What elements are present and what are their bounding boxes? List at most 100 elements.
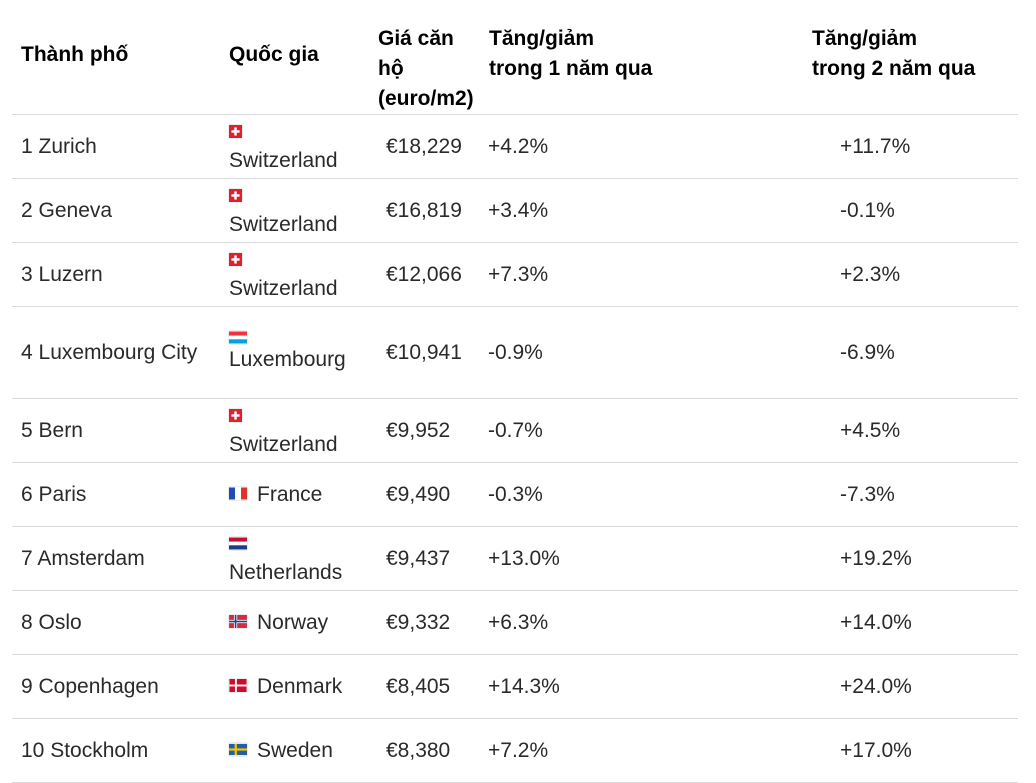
city-value: 7 Amsterdam: [21, 546, 145, 570]
price-value: €8,405: [386, 674, 451, 698]
country-cell: Sweden: [220, 718, 369, 783]
change-1y-value: +7.3%: [488, 262, 549, 286]
price-cell: €10,941: [369, 306, 482, 399]
city-value: 4 Luxembourg City: [21, 340, 198, 364]
change-2y-cell: -6.9%: [767, 306, 1018, 399]
city-value: 1 Zurich: [21, 134, 97, 158]
price-value: €9,490: [386, 482, 451, 506]
city-cell: 5 Bern: [12, 398, 220, 463]
country-cell: Denmark: [220, 654, 369, 719]
change-2y-cell: +2.3%: [767, 242, 1018, 307]
table-row: 5 Bern Switzerland €9,952 -0.7% +4.5%: [12, 398, 1018, 463]
country-name: Norway: [257, 610, 329, 634]
city-value: 8 Oslo: [21, 610, 82, 634]
change-2y-cell: +24.0%: [767, 654, 1018, 719]
city-cell: 1 Zurich: [12, 114, 220, 179]
country-name: Sweden: [257, 738, 333, 762]
city-value: 6 Paris: [21, 482, 87, 506]
header-change-2y-line1: Tăng/giảm: [812, 27, 918, 50]
city-value: 3 Luzern: [21, 262, 103, 286]
price-value: €10,941: [386, 340, 462, 364]
city-cell: 3 Luzern: [12, 242, 220, 307]
change-1y-cell: +6.3%: [482, 590, 767, 655]
price-value: €9,437: [386, 546, 451, 570]
country-block: Norway: [229, 611, 328, 634]
change-2y-value: +17.0%: [840, 738, 912, 762]
header-city-label: Thành phố: [21, 43, 129, 66]
city-cell: 2 Geneva: [12, 178, 220, 243]
city-value: 9 Copenhagen: [21, 674, 159, 698]
city-cell: 4 Luxembourg City: [12, 306, 220, 399]
country-name: France: [257, 482, 323, 506]
country-name: Switzerland: [229, 276, 338, 300]
price-value: €12,066: [386, 262, 462, 286]
price-cell: €9,490: [369, 462, 482, 527]
sweden-flag-icon: [229, 743, 247, 756]
table-row: 4 Luxembourg City Luxembourg €10,941 -0.9% -…: [12, 306, 1018, 399]
country-name: Switzerland: [229, 432, 338, 456]
price-value: €9,332: [386, 610, 451, 634]
table-row: 7 Amsterdam Netherlands €9,437 +13.0% +19.2%: [12, 526, 1018, 591]
header-row: Thành phố Quốc gia Giá căn hộ (euro/m2) …: [12, 18, 1018, 115]
table-row: 8 Oslo Norway €9,332 +6.3% +14.0%: [12, 590, 1018, 655]
header-country: Quốc gia: [220, 18, 369, 115]
country-block: Switzerland: [229, 405, 338, 456]
city-cell: 8 Oslo: [12, 590, 220, 655]
change-1y-value: +4.2%: [488, 134, 549, 158]
change-2y-cell: +19.2%: [767, 526, 1018, 591]
change-1y-cell: +7.3%: [482, 242, 767, 307]
change-2y-value: +19.2%: [840, 546, 912, 570]
table-body: 1 Zurich Switzerland €18,229 +4.2% +11.7% 2 G…: [12, 114, 1018, 783]
change-1y-value: +7.2%: [488, 738, 549, 762]
header-change-1y: Tăng/giảm trong 1 năm qua: [482, 18, 767, 115]
denmark-flag-icon: [229, 678, 247, 692]
header-change-1y-line1: Tăng/giảm: [489, 27, 595, 50]
header-city: Thành phố: [12, 18, 220, 115]
change-2y-value: -6.9%: [840, 340, 895, 364]
price-cell: €16,819: [369, 178, 482, 243]
header-price: Giá căn hộ (euro/m2): [369, 18, 482, 115]
country-cell: Netherlands: [220, 526, 369, 591]
city-value: 10 Stockholm: [21, 738, 149, 762]
country-block: Luxembourg: [229, 331, 365, 371]
country-name: Netherlands: [229, 560, 343, 584]
city-value: 5 Bern: [21, 418, 83, 442]
city-cell: 7 Amsterdam: [12, 526, 220, 591]
country-cell: Switzerland: [220, 178, 369, 243]
change-2y-cell: +14.0%: [767, 590, 1018, 655]
country-name: Switzerland: [229, 148, 338, 172]
price-value: €18,229: [386, 134, 462, 158]
price-value: €16,819: [386, 198, 462, 222]
country-cell: Switzerland: [220, 242, 369, 307]
header-change-2y-line2: trong 2 năm qua: [812, 57, 976, 80]
change-2y-value: +11.7%: [840, 134, 911, 158]
table-row: 10 Stockholm Sweden €8,380 +7.2% +17.0%: [12, 718, 1018, 783]
change-1y-cell: -0.3%: [482, 462, 767, 527]
header-price-line2: (euro/m2): [378, 87, 474, 110]
change-2y-cell: -7.3%: [767, 462, 1018, 527]
country-block: Switzerland: [229, 121, 338, 172]
city-value: 2 Geneva: [21, 198, 113, 222]
country-block: France: [229, 483, 322, 506]
change-1y-value: +6.3%: [488, 610, 549, 634]
price-cell: €12,066: [369, 242, 482, 307]
header-country-label: Quốc gia: [229, 43, 319, 66]
country-block: Sweden: [229, 739, 333, 762]
change-2y-value: -7.3%: [840, 482, 895, 506]
country-name: Switzerland: [229, 212, 338, 236]
change-1y-cell: -0.9%: [482, 306, 767, 399]
netherlands-flag-icon: [229, 537, 247, 550]
change-2y-cell: +17.0%: [767, 718, 1018, 783]
country-cell: France: [220, 462, 369, 527]
price-value: €9,952: [386, 418, 451, 442]
change-2y-value: +2.3%: [840, 262, 901, 286]
price-cell: €9,332: [369, 590, 482, 655]
country-block: Netherlands: [229, 533, 342, 584]
city-cell: 6 Paris: [12, 462, 220, 527]
change-1y-cell: +13.0%: [482, 526, 767, 591]
city-cell: 10 Stockholm: [12, 718, 220, 783]
change-1y-cell: -0.7%: [482, 398, 767, 463]
france-flag-icon: [229, 487, 247, 500]
change-2y-cell: +11.7%: [767, 114, 1018, 179]
